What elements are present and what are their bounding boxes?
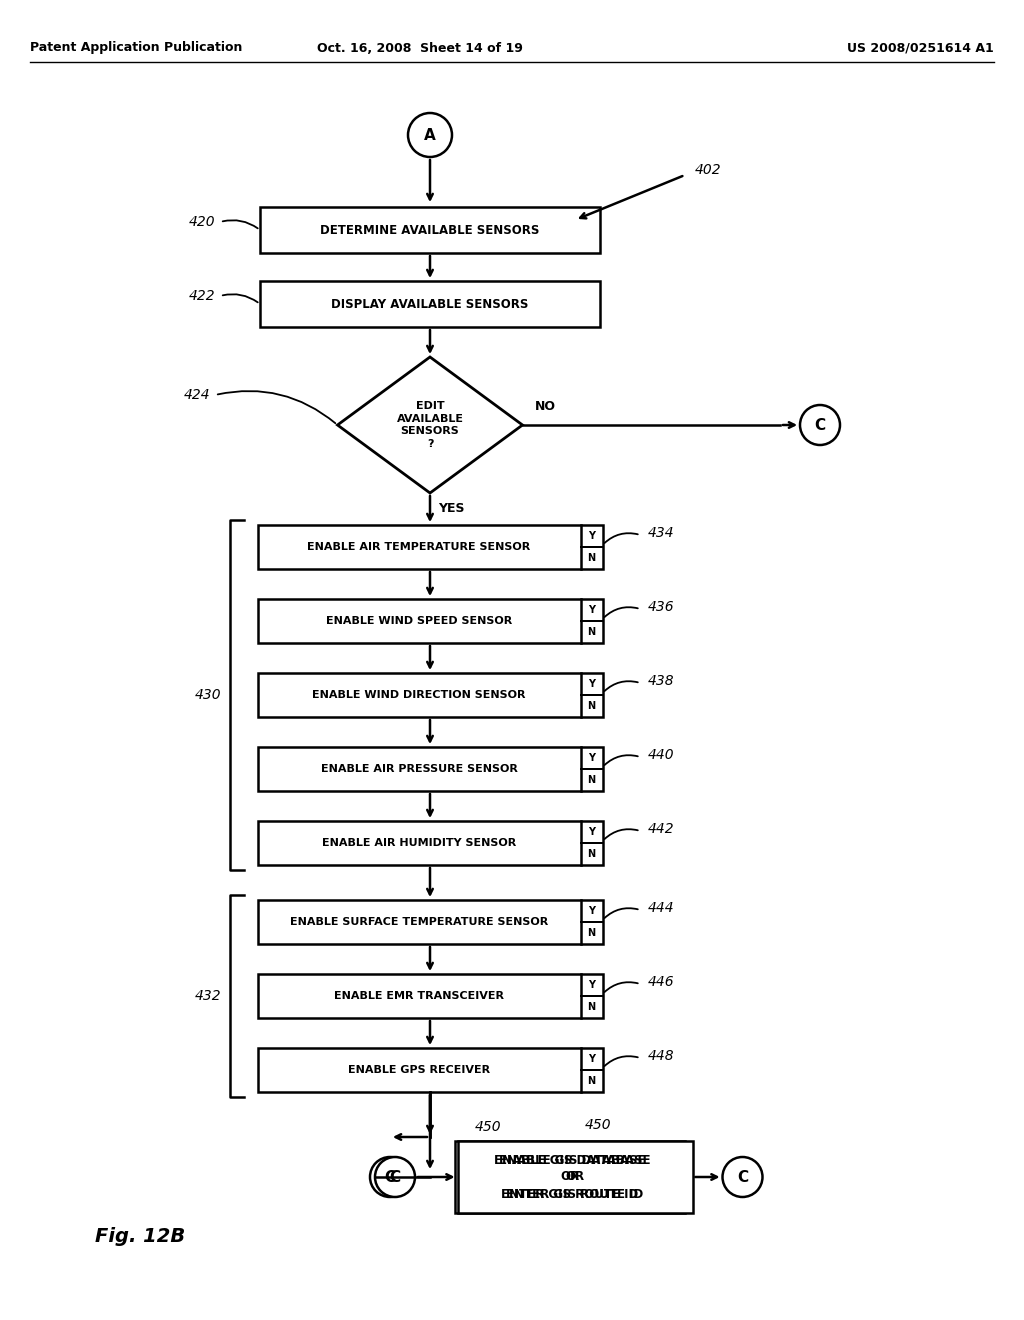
Text: 446: 446 <box>647 975 674 989</box>
Text: 434: 434 <box>647 525 674 540</box>
Text: C: C <box>814 417 825 433</box>
Bar <box>260 281 600 327</box>
Text: ENABLE WIND DIRECTION SENSOR: ENABLE WIND DIRECTION SENSOR <box>312 690 525 700</box>
Bar <box>257 747 602 791</box>
Text: ENABLE SURFACE TEMPERATURE SENSOR: ENABLE SURFACE TEMPERATURE SENSOR <box>290 917 548 927</box>
Text: 444: 444 <box>647 902 674 915</box>
Text: ENABLE GPS RECEIVER: ENABLE GPS RECEIVER <box>348 1065 490 1074</box>
Bar <box>257 673 602 717</box>
Bar <box>455 1140 685 1213</box>
Text: ENABLE AIR TEMPERATURE SENSOR: ENABLE AIR TEMPERATURE SENSOR <box>307 543 530 552</box>
Text: 424: 424 <box>183 388 210 403</box>
Text: Y: Y <box>588 828 595 837</box>
Text: ENABLE AIR HUMIDITY SENSOR: ENABLE AIR HUMIDITY SENSOR <box>322 838 516 847</box>
Bar <box>257 974 602 1018</box>
Bar <box>257 900 602 944</box>
Text: US 2008/0251614 A1: US 2008/0251614 A1 <box>847 41 994 54</box>
Text: 450: 450 <box>475 1119 502 1134</box>
Text: ENABLE AIR PRESSURE SENSOR: ENABLE AIR PRESSURE SENSOR <box>321 764 517 774</box>
Text: Fig. 12B: Fig. 12B <box>95 1228 185 1246</box>
Text: 432: 432 <box>195 989 221 1003</box>
Text: C: C <box>737 1170 749 1184</box>
Text: Y: Y <box>588 979 595 990</box>
Bar <box>257 821 602 865</box>
Circle shape <box>370 1158 410 1197</box>
Text: ENABLE EMR TRANSCEIVER: ENABLE EMR TRANSCEIVER <box>334 991 504 1001</box>
Text: 420: 420 <box>188 215 215 228</box>
Bar <box>257 1048 602 1092</box>
Text: N: N <box>588 1002 596 1012</box>
Text: 436: 436 <box>647 601 674 614</box>
Text: 442: 442 <box>647 822 674 836</box>
Text: Oct. 16, 2008  Sheet 14 of 19: Oct. 16, 2008 Sheet 14 of 19 <box>317 41 523 54</box>
Text: ENABLE GIS DATABASE
OR
ENTER GIS ROUTE ID: ENABLE GIS DATABASE OR ENTER GIS ROUTE I… <box>495 1154 646 1200</box>
Text: N: N <box>588 701 596 711</box>
Text: N: N <box>588 627 596 638</box>
Text: 438: 438 <box>647 675 674 688</box>
Text: N: N <box>588 1076 596 1086</box>
Bar <box>257 525 602 569</box>
Circle shape <box>375 1158 415 1197</box>
Text: Y: Y <box>588 531 595 541</box>
Text: N: N <box>588 928 596 939</box>
Text: ENABLE WIND SPEED SENSOR: ENABLE WIND SPEED SENSOR <box>326 616 512 626</box>
Text: YES: YES <box>438 502 465 515</box>
Text: DISPLAY AVAILABLE SENSORS: DISPLAY AVAILABLE SENSORS <box>332 297 528 310</box>
Text: A: A <box>424 128 436 143</box>
Circle shape <box>800 405 840 445</box>
Text: DETERMINE AVAILABLE SENSORS: DETERMINE AVAILABLE SENSORS <box>321 223 540 236</box>
Text: 430: 430 <box>195 688 221 702</box>
Text: 450: 450 <box>585 1118 611 1133</box>
Bar <box>257 599 602 643</box>
Text: C: C <box>384 1170 395 1184</box>
Text: Patent Application Publication: Patent Application Publication <box>30 41 243 54</box>
Text: ENABLE GIS DATABASE
OR
ENTER GIS ROUTE ID: ENABLE GIS DATABASE OR ENTER GIS ROUTE I… <box>500 1154 650 1200</box>
Bar <box>458 1140 692 1213</box>
Text: Y: Y <box>588 678 595 689</box>
Polygon shape <box>338 356 522 492</box>
Text: 422: 422 <box>188 289 215 304</box>
Circle shape <box>723 1158 763 1197</box>
Text: 440: 440 <box>647 748 674 762</box>
Bar <box>260 207 600 253</box>
Text: Y: Y <box>588 906 595 916</box>
Text: C: C <box>389 1170 400 1184</box>
Text: N: N <box>588 553 596 564</box>
Text: N: N <box>588 775 596 785</box>
Circle shape <box>408 114 452 157</box>
Text: 448: 448 <box>647 1049 674 1063</box>
Text: Y: Y <box>588 1053 595 1064</box>
Text: Y: Y <box>588 752 595 763</box>
Text: 402: 402 <box>695 162 722 177</box>
Text: Y: Y <box>588 605 595 615</box>
Text: NO: NO <box>535 400 555 413</box>
Text: EDIT
AVAILABLE
SENSORS
?: EDIT AVAILABLE SENSORS ? <box>396 401 464 449</box>
Text: N: N <box>588 849 596 859</box>
